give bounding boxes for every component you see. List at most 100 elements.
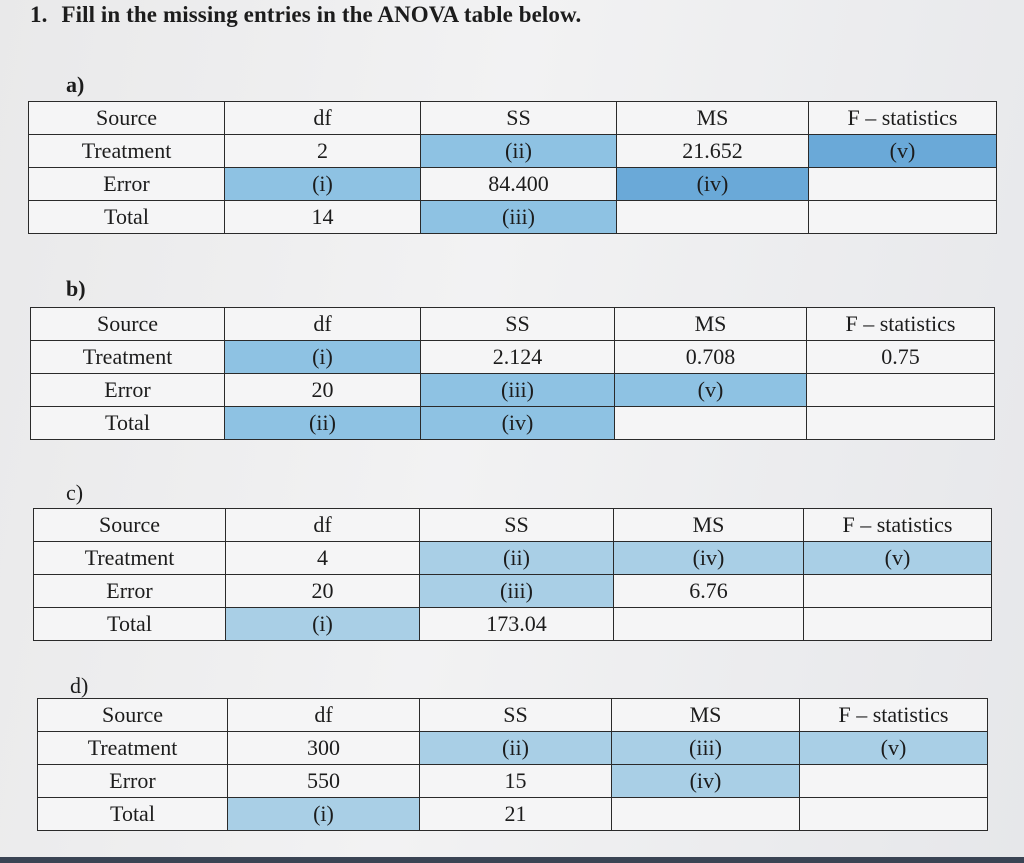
cell-source: Error <box>30 373 225 407</box>
part-d-label: d) <box>70 673 89 698</box>
part-b-label: b) <box>66 276 86 301</box>
cell-ms <box>611 797 800 831</box>
header-df: df <box>224 307 421 341</box>
header-source: Source <box>33 508 226 542</box>
table-row: Treatment 4 (ii) (iv) (v) <box>33 541 992 575</box>
header-ss: SS <box>419 508 614 542</box>
cell-df: 300 <box>227 731 420 765</box>
cell-ms: 0.708 <box>614 340 807 374</box>
cell-ss-missing: (ii) <box>420 134 617 168</box>
cell-f-missing: (v) <box>808 134 997 168</box>
table-row: Total (i) 21 <box>37 797 988 831</box>
table-row: Treatment 300 (ii) (iii) (v) <box>37 731 988 765</box>
cell-ss: 173.04 <box>419 607 614 641</box>
header-ms: MS <box>611 698 800 732</box>
question-text: Fill in the missing entries in the ANOVA… <box>61 2 582 27</box>
cell-ss-missing: (iv) <box>420 406 615 440</box>
anova-table-b: Source df SS MS F – statistics Treatment… <box>30 307 995 440</box>
cell-ss-missing: (ii) <box>419 731 612 765</box>
part-c-label: c) <box>66 480 84 505</box>
cell-ss: 21 <box>419 797 612 831</box>
cell-f <box>806 406 995 440</box>
cell-source: Error <box>28 167 225 201</box>
table-header-row: Source df SS MS F – statistics <box>37 698 988 732</box>
cell-df-missing: (ii) <box>224 406 421 440</box>
table-row: Error 20 (iii) 6.76 <box>33 574 992 608</box>
question-number: 1. <box>30 2 48 27</box>
cell-df-missing: (i) <box>227 797 420 831</box>
question-heading: 1. Fill in the missing entries in the ANO… <box>30 2 581 28</box>
cell-df-missing: (i) <box>225 607 420 641</box>
cell-ms: 6.76 <box>613 574 804 608</box>
cell-ss-missing: (iii) <box>420 373 615 407</box>
cell-f-missing: (v) <box>803 541 992 575</box>
cell-source: Treatment <box>28 134 225 168</box>
table-row: Error 20 (iii) (v) <box>30 373 995 407</box>
header-source: Source <box>30 307 225 341</box>
cell-df: 4 <box>225 541 420 575</box>
header-f-statistics: F – statistics <box>799 698 988 732</box>
cell-f <box>799 764 988 798</box>
cell-source: Total <box>33 607 226 641</box>
header-source: Source <box>37 698 228 732</box>
cell-source: Total <box>37 797 228 831</box>
cell-df-missing: (i) <box>224 167 421 201</box>
table-header-row: Source df SS MS F – statistics <box>33 508 992 542</box>
table-header-row: Source df SS MS F – statistics <box>30 307 995 341</box>
cell-ms-missing: (iv) <box>613 541 804 575</box>
cell-ms <box>614 406 807 440</box>
header-f-statistics: F – statistics <box>808 101 997 135</box>
cell-ms-missing: (v) <box>614 373 807 407</box>
cell-f <box>806 373 995 407</box>
cell-df: 2 <box>224 134 421 168</box>
cell-source: Treatment <box>33 541 226 575</box>
table-row: Error 550 15 (iv) <box>37 764 988 798</box>
cell-f: 0.75 <box>806 340 995 374</box>
cell-f <box>803 574 992 608</box>
cell-ss-missing: (ii) <box>419 541 614 575</box>
cell-ss-missing: (iii) <box>420 200 617 234</box>
table-row: Error (i) 84.400 (iv) <box>28 167 997 201</box>
anova-table-d: Source df SS MS F – statistics Treatment… <box>37 698 988 831</box>
cell-ss: 84.400 <box>420 167 617 201</box>
table-row: Total 14 (iii) <box>28 200 997 234</box>
header-f-statistics: F – statistics <box>803 508 992 542</box>
cell-ss: 2.124 <box>420 340 615 374</box>
cell-source: Treatment <box>30 340 225 374</box>
table-header-row: Source df SS MS F – statistics <box>28 101 997 135</box>
cell-source: Treatment <box>37 731 228 765</box>
header-ss: SS <box>420 307 615 341</box>
header-ss: SS <box>420 101 617 135</box>
cell-ss: 15 <box>419 764 612 798</box>
cell-ms <box>616 200 809 234</box>
cell-df: 20 <box>225 574 420 608</box>
table-row: Treatment (i) 2.124 0.708 0.75 <box>30 340 995 374</box>
header-source: Source <box>28 101 225 135</box>
cell-source: Total <box>30 406 225 440</box>
screen-edge-strip <box>0 857 1024 863</box>
cell-df: 14 <box>224 200 421 234</box>
header-ss: SS <box>419 698 612 732</box>
anova-table-a: Source df SS MS F – statistics Treatment… <box>28 101 997 234</box>
cell-df: 20 <box>224 373 421 407</box>
cell-df-missing: (i) <box>224 340 421 374</box>
cell-ms-missing: (iv) <box>616 167 809 201</box>
cell-f <box>808 167 997 201</box>
cell-source: Total <box>28 200 225 234</box>
cell-ms <box>613 607 804 641</box>
part-a-label: a) <box>66 72 85 97</box>
header-ms: MS <box>616 101 809 135</box>
header-df: df <box>224 101 421 135</box>
header-ms: MS <box>614 307 807 341</box>
table-row: Total (i) 173.04 <box>33 607 992 641</box>
cell-ss-missing: (iii) <box>419 574 614 608</box>
cell-f <box>799 797 988 831</box>
table-row: Total (ii) (iv) <box>30 406 995 440</box>
header-f-statistics: F – statistics <box>806 307 995 341</box>
header-df: df <box>225 508 420 542</box>
cell-f <box>808 200 997 234</box>
anova-table-c: Source df SS MS F – statistics Treatment… <box>33 508 992 641</box>
header-ms: MS <box>613 508 804 542</box>
header-df: df <box>227 698 420 732</box>
cell-f-missing: (v) <box>799 731 988 765</box>
